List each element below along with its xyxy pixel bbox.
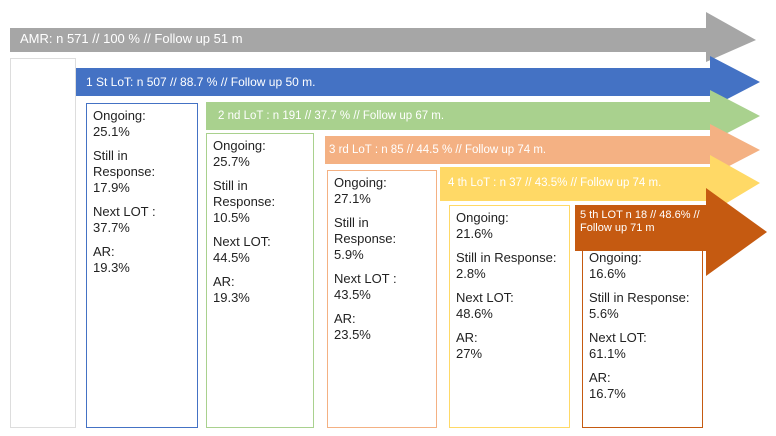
lot3-ar-value: 23.5% <box>334 327 371 342</box>
lot5-ongoing-value: 16.6% <box>589 266 626 281</box>
lot2-arrow: 2 nd LoT : n 191 // 37.7 % // Follow up … <box>206 90 760 142</box>
lot4-still-in-response-label: Still in Response: <box>456 250 557 265</box>
lot3-arrow-label: 3 rd LoT : n 85 // 44.5 % // Follow up 7… <box>329 144 547 156</box>
lot5-ongoing: Ongoing: 16.6% <box>589 250 696 282</box>
lot3-still-in-response: Still in Response: 5.9% <box>334 215 430 263</box>
lot5-stats-box: Ongoing: 16.6% Still in Response: 5.6% Nex… <box>582 245 703 428</box>
lot4-arrow-label: 4 th LoT : n 37 // 43.5% // Follow up 74… <box>448 177 662 189</box>
lot2-arrow-polygon <box>206 90 760 142</box>
lot4-still-in-response: Still in Response: 2.8% <box>456 250 563 282</box>
lot2-ar: AR: 19.3% <box>213 274 307 306</box>
lot2-ongoing: Ongoing: 25.7% <box>213 138 307 170</box>
lot2-stats-box: Ongoing: 25.7% Still in Response: 10.5% Ne… <box>206 133 314 428</box>
lot2-still-in-response-value: 10.5% <box>213 210 250 225</box>
lot4-stats-box: Ongoing: 21.6% Still in Response: 2.8% Nex… <box>449 205 570 428</box>
lot1-ar-label: AR: <box>93 244 115 259</box>
lot1-stats-box: Ongoing: 25.1% Still in Response: 17.9% Ne… <box>86 103 198 428</box>
amr-arrow-polygon <box>10 12 756 62</box>
amr-column-box <box>10 58 76 428</box>
lot4-ongoing: Ongoing: 21.6% <box>456 210 563 242</box>
lot4-next-lot-value: 48.6% <box>456 306 493 321</box>
lot4-ongoing-value: 21.6% <box>456 226 493 241</box>
lot2-ar-label: AR: <box>213 274 235 289</box>
lot4-arrow: 4 th LoT : n 37 // 43.5% // Follow up 74… <box>440 155 760 213</box>
lot1-ongoing-label: Ongoing: <box>93 108 146 123</box>
amr-arrow: AMR: n 571 // 100 % // Follow up 51 m <box>10 12 756 62</box>
lot3-ar-label: AR: <box>334 311 356 326</box>
lot3-still-in-response-label: Still in Response: <box>334 215 397 246</box>
amr-arrow-shape <box>10 12 756 62</box>
lot1-arrow-label: 1 St LoT: n 507 // 88.7 % // Follow up 5… <box>86 75 316 89</box>
lot1-still-in-response-label: Still in Response: <box>93 148 156 179</box>
lot1-ar-value: 19.3% <box>93 260 130 275</box>
lot4-ar-value: 27% <box>456 346 483 361</box>
lot4-still-in-response-value: 2.8% <box>456 266 486 281</box>
lot5-still-in-response: Still in Response: 5.6% <box>589 290 696 322</box>
lot4-next-lot-label: Next LOT: <box>456 290 514 305</box>
lot4-arrow-polygon <box>440 155 760 213</box>
lot5-arrow-shape <box>575 188 767 276</box>
lot2-ongoing-value: 25.7% <box>213 154 250 169</box>
lot2-ar-value: 19.3% <box>213 290 250 305</box>
lot3-stats-box: Ongoing: 27.1% Still in Response: 5.9% Nex… <box>327 170 437 428</box>
lot4-arrow-shape <box>440 155 760 213</box>
lot5-ar-value: 16.7% <box>589 386 626 401</box>
lot3-next-lot-value: 43.5% <box>334 287 371 302</box>
lot3-ar: AR: 23.5% <box>334 311 430 343</box>
lot5-still-in-response-label: Still in Response: <box>589 290 690 305</box>
lot3-arrow: 3 rd LoT : n 85 // 44.5 % // Follow up 7… <box>325 124 760 176</box>
lot2-next-lot: Next LOT: 44.5% <box>213 234 307 266</box>
lot5-ar: AR: 16.7% <box>589 370 696 402</box>
lot1-ongoing-value: 25.1% <box>93 124 130 139</box>
lot5-still-in-response-value: 5.6% <box>589 306 619 321</box>
lot1-ar: AR: 19.3% <box>93 244 191 276</box>
lot5-next-lot: Next LOT: 61.1% <box>589 330 696 362</box>
lot2-ongoing-label: Ongoing: <box>213 138 266 153</box>
lot1-still-in-response-value: 17.9% <box>93 180 130 195</box>
lot1-next-lot-label: Next LOT : <box>93 204 156 219</box>
lot5-ar-label: AR: <box>589 370 611 385</box>
lot3-next-lot-label: Next LOT : <box>334 271 397 286</box>
lot2-next-lot-value: 44.5% <box>213 250 250 265</box>
lot5-arrow-label: 5 th LOT n 18 // 48.6% // Follow up 71 m <box>580 209 700 234</box>
lot3-still-in-response-value: 5.9% <box>334 247 364 262</box>
lot2-still-in-response-label: Still in Response: <box>213 178 276 209</box>
lot1-arrow-polygon <box>76 56 760 108</box>
lot1-ongoing: Ongoing: 25.1% <box>93 108 191 140</box>
lot3-ongoing: Ongoing: 27.1% <box>334 175 430 207</box>
lot5-next-lot-label: Next LOT: <box>589 330 647 345</box>
lot3-arrow-polygon <box>325 124 760 176</box>
lot5-arrow-polygon <box>575 188 767 276</box>
lot2-arrow-shape <box>206 90 760 142</box>
lot1-next-lot-value: 37.7% <box>93 220 130 235</box>
lot1-arrow-shape <box>76 56 760 108</box>
lot3-ongoing-value: 27.1% <box>334 191 371 206</box>
lot2-next-lot-label: Next LOT: <box>213 234 271 249</box>
lot2-arrow-label: 2 nd LoT : n 191 // 37.7 % // Follow up … <box>218 110 445 122</box>
lot5-arrow: 5 th LOT n 18 // 48.6% // Follow up 71 m <box>575 188 767 276</box>
lot4-ar-label: AR: <box>456 330 478 345</box>
lot5-next-lot-value: 61.1% <box>589 346 626 361</box>
lot4-next-lot: Next LOT: 48.6% <box>456 290 563 322</box>
lot4-ar: AR: 27% <box>456 330 563 362</box>
lot1-arrow: 1 St LoT: n 507 // 88.7 % // Follow up 5… <box>76 56 760 108</box>
lot2-still-in-response: Still in Response: 10.5% <box>213 178 307 226</box>
lot1-next-lot: Next LOT :37.7% <box>93 204 191 236</box>
lot3-ongoing-label: Ongoing: <box>334 175 387 190</box>
lot3-arrow-shape <box>325 124 760 176</box>
lot4-ongoing-label: Ongoing: <box>456 210 509 225</box>
lot3-next-lot: Next LOT :43.5% <box>334 271 430 303</box>
lot1-still-in-response: Still in Response: 17.9% <box>93 148 191 196</box>
amr-arrow-label: AMR: n 571 // 100 % // Follow up 51 m <box>20 31 243 46</box>
lot5-ongoing-label: Ongoing: <box>589 250 642 265</box>
